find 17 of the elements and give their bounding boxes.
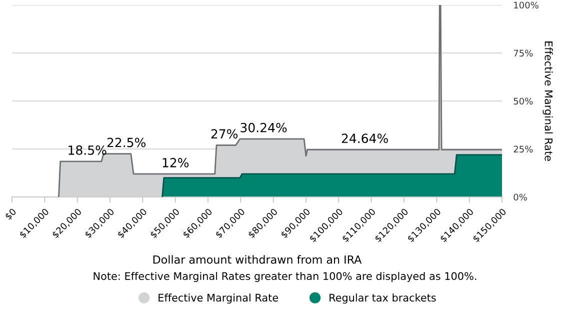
- legend-label: Regular tax brackets: [330, 294, 436, 304]
- annotation: 30.24%: [240, 122, 287, 132]
- y-tick-label: 25%: [514, 146, 533, 153]
- x-axis-title: Dollar amount withdrawn from an IRA: [153, 255, 362, 264]
- annotation: 22.5%: [107, 138, 146, 148]
- x-tick-label: $0: [4, 208, 18, 221]
- annotation: 27%: [211, 129, 238, 139]
- legend-label: Effective Marginal Rate: [158, 294, 278, 304]
- y-tick-label: 100%: [514, 2, 538, 9]
- annotation: 12%: [162, 158, 189, 168]
- y-axis-title: Effective Marginal Rate: [542, 42, 553, 161]
- y-tick-label: 75%: [514, 50, 533, 57]
- annotation: 18.5%: [68, 145, 106, 155]
- y-tick-label: 50%: [514, 98, 533, 105]
- annotation: 24.64%: [342, 134, 388, 144]
- text: Note: Effective Marginal Rates greater than 100% are displayed as 100%.: [94, 272, 476, 282]
- y-tick-label: 0%: [514, 194, 527, 201]
